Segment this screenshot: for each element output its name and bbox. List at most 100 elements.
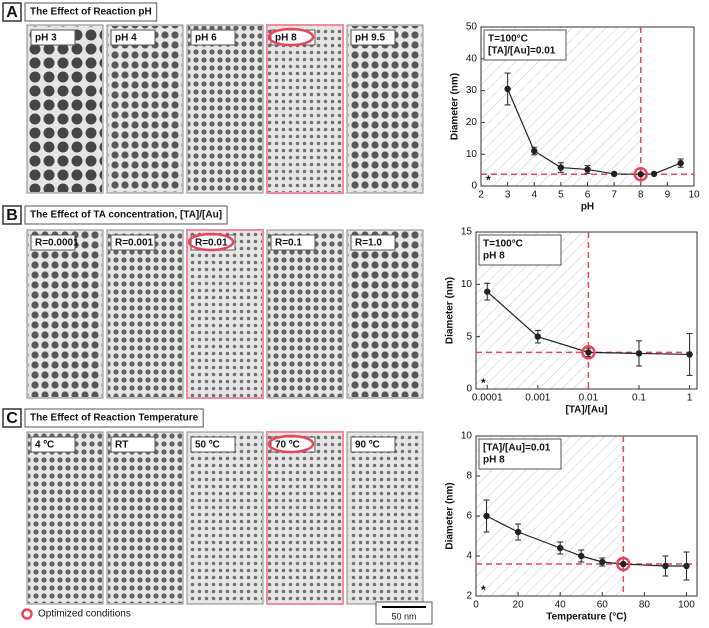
- image-label: 70 ºC: [275, 440, 300, 451]
- data-point: [610, 170, 618, 178]
- corner-note: *: [481, 376, 486, 390]
- panel-letter: A: [6, 4, 18, 21]
- image-label-box: [270, 234, 316, 251]
- image-label: R=0.0001: [35, 238, 79, 249]
- data-point: [637, 171, 644, 178]
- tem-particles: [188, 433, 262, 603]
- panel-letter-box: [2, 2, 22, 22]
- panel-title: The Effect of TA concentration, [TA]/[Au…: [30, 210, 222, 221]
- x-tick-label: 1: [687, 393, 693, 404]
- y-tick-label: 2: [466, 591, 472, 602]
- y-tick-label: 5: [466, 331, 472, 342]
- y-tick-label: 50: [466, 22, 478, 33]
- tem-particles: [268, 26, 342, 192]
- x-tick-label: 20: [513, 600, 525, 611]
- x-tick-label: 2: [478, 190, 484, 201]
- x-tick-label: 5: [558, 190, 564, 201]
- panel-title-box: [24, 205, 228, 225]
- image-label: RT: [115, 440, 128, 451]
- panels: A The Effect of Reaction pH pH 3 pH 4 pH 6 pH…: [2, 2, 424, 605]
- image-label: R=0.01: [195, 238, 228, 249]
- annotation: [TA]/[Au]=0.01: [483, 443, 551, 454]
- image-label-box: [350, 234, 396, 251]
- data-point: [484, 288, 491, 295]
- corner-note: *: [486, 173, 491, 187]
- tem-particles: [268, 433, 342, 603]
- tem-particles: [348, 433, 422, 603]
- image-label: pH 4: [115, 33, 137, 44]
- x-tick-label: 4: [531, 190, 537, 201]
- tem-particles: [188, 26, 262, 192]
- panel-title-box: [24, 2, 158, 22]
- x-tick-label: 0.001: [525, 393, 550, 404]
- data-point: [504, 85, 511, 93]
- data-point: [557, 164, 565, 171]
- y-tick-label: 4: [466, 551, 472, 562]
- annotation: T=100°C: [483, 239, 523, 250]
- legend: Optimized conditions: [21, 608, 131, 620]
- x-axis-label: Temperature (°C): [546, 612, 627, 623]
- data-point: [686, 351, 693, 358]
- tem-particles: [108, 26, 182, 192]
- image-label: 4 ºC: [35, 440, 54, 451]
- tem-particles: [108, 433, 182, 603]
- x-tick-label: 60: [597, 600, 609, 611]
- corner-note: *: [481, 583, 486, 597]
- tem-particles: [348, 231, 422, 397]
- data-point: [677, 159, 684, 167]
- panel-letter-box: [2, 408, 22, 428]
- y-axis-label: Diameter (nm): [445, 482, 456, 549]
- image-label-box: [110, 436, 156, 453]
- image-label-box: [190, 29, 236, 46]
- image-label: 90 ºC: [355, 440, 380, 451]
- image-label: R=1.0: [355, 238, 382, 249]
- data-point: [662, 562, 669, 570]
- data-point: [483, 512, 490, 520]
- data-point: [683, 562, 690, 570]
- x-tick-label: 0.01: [579, 393, 599, 404]
- data-point: [534, 333, 542, 340]
- legend-text: Optimized conditions: [38, 609, 131, 620]
- image-label: pH 3: [35, 33, 57, 44]
- y-tick-label: 0: [466, 384, 472, 395]
- x-tick-label: 0: [473, 600, 479, 611]
- x-tick-label: 100: [678, 600, 695, 611]
- tem-particles: [348, 26, 422, 192]
- optimized-marker: [633, 166, 648, 182]
- y-tick-label: 8: [466, 471, 472, 482]
- annotation: T=100°C: [488, 34, 528, 45]
- image-label: pH 8: [275, 33, 297, 44]
- highlight-ring: [187, 232, 235, 252]
- data-point: [531, 147, 538, 155]
- plot-frame: [475, 231, 698, 390]
- annotation-box: [478, 234, 562, 266]
- data-point: [585, 349, 592, 356]
- data-point: [584, 166, 591, 173]
- image-label-box: [190, 436, 236, 453]
- x-tick-label: 8: [638, 190, 644, 201]
- series-line: [486, 515, 687, 567]
- highlight-ring: [267, 27, 315, 47]
- data-point: [578, 552, 585, 560]
- y-tick-label: 10: [466, 149, 478, 160]
- x-tick-label: 10: [688, 190, 700, 201]
- scale-bar: 50 nm: [375, 601, 433, 625]
- x-tick-label: 0.1: [632, 393, 646, 404]
- data-point: [620, 560, 627, 568]
- highlight-ring: [267, 434, 315, 454]
- optimized-marker: [581, 345, 596, 360]
- image-label-box: [350, 29, 396, 46]
- tem-particles: [108, 231, 182, 397]
- annotation: pH 8: [483, 251, 505, 262]
- panel-letter: B: [6, 207, 18, 224]
- image-label: pH 9.5: [355, 33, 385, 44]
- panel-letter-box: [2, 205, 22, 225]
- annotation: [TA]/[Au]=0.01: [488, 46, 556, 57]
- image-label-box: [350, 436, 396, 453]
- data-point: [650, 170, 658, 178]
- y-tick-label: 30: [466, 85, 478, 96]
- image-label-box: [110, 29, 156, 46]
- data-point: [556, 544, 564, 552]
- tem-particles: [188, 231, 262, 397]
